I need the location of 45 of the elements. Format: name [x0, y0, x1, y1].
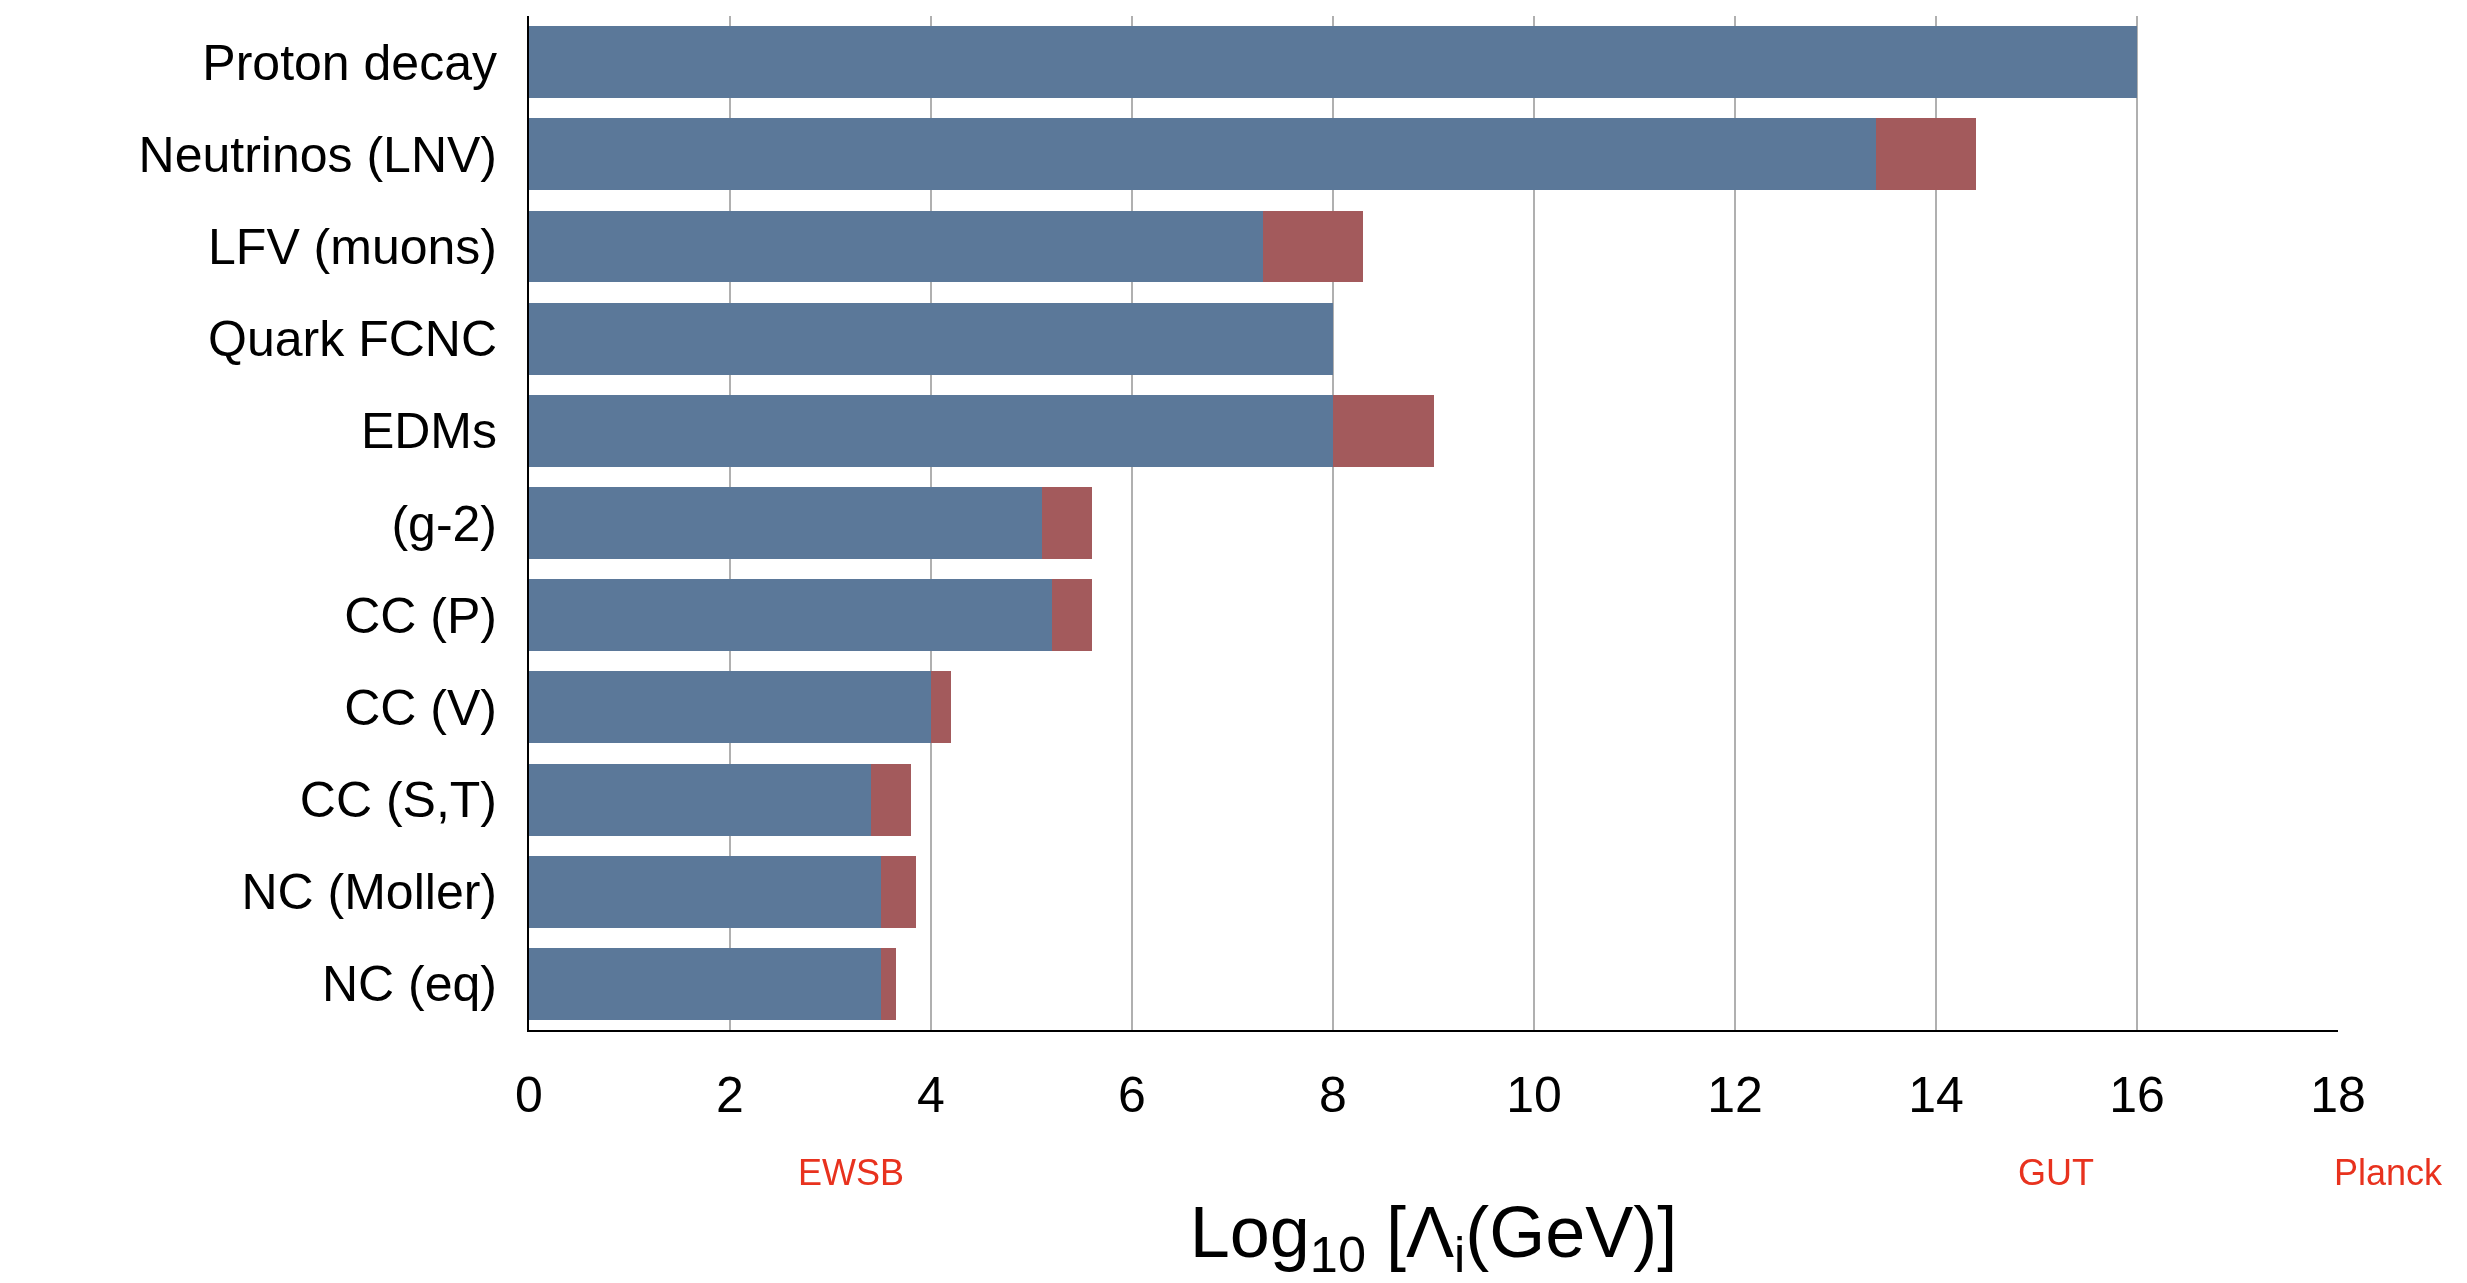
bar [931, 671, 952, 744]
y-tick-label: Neutrinos (LNV) [138, 126, 497, 183]
bar [529, 671, 931, 744]
y-tick-label: NC (eq) [321, 956, 497, 1013]
bar [1875, 118, 1977, 191]
x-tick-label: 2 [716, 1067, 744, 1123]
bar [529, 487, 1042, 559]
x-tick-label: 16 [2109, 1067, 2165, 1123]
bar [529, 855, 881, 928]
bar [1041, 487, 1092, 559]
bar [529, 118, 1876, 191]
x-tick-label: 0 [515, 1067, 543, 1123]
y-tick-label: EDMs [360, 403, 497, 460]
x-tick-label: 14 [1908, 1067, 1964, 1123]
x-tick-label: 6 [1118, 1067, 1146, 1123]
bar [870, 763, 911, 836]
x-tick-label: 8 [1319, 1067, 1347, 1123]
bar [1333, 394, 1434, 467]
y-tick-label: CC (S,T) [299, 772, 497, 829]
y-tick-label: NC (Moller) [241, 864, 497, 921]
y-tick-label: CC (V) [344, 679, 497, 736]
bar [880, 947, 896, 1020]
x-tick-label: 12 [1707, 1067, 1763, 1123]
x-tick-label: 18 [2310, 1067, 2366, 1123]
bar [529, 26, 2137, 99]
y-tick-label: Quark FCNC [208, 311, 497, 368]
y-tick-label: CC (P) [344, 587, 497, 644]
bar [1262, 210, 1364, 283]
x-tick-label: 4 [917, 1067, 945, 1123]
bar [529, 394, 1333, 467]
bar [529, 763, 871, 836]
x-axis-title: Log$_{10}$ [Λ$_{i}$(GeV)] [1189, 1191, 1678, 1283]
bar [529, 302, 1333, 375]
bar [880, 855, 916, 928]
bar [529, 579, 1052, 652]
text: EWSB [798, 1152, 905, 1193]
text: GUT [2018, 1152, 2094, 1193]
bar [1051, 579, 1092, 652]
y-tick-label: Proton decay [202, 34, 497, 91]
x-tick-label: 10 [1506, 1067, 1562, 1123]
bar [529, 210, 1263, 283]
text: Planck [2334, 1152, 2444, 1193]
y-tick-label: LFV (muons) [208, 218, 497, 275]
y-tick-label: (g-2) [391, 495, 497, 552]
bar [529, 947, 881, 1020]
